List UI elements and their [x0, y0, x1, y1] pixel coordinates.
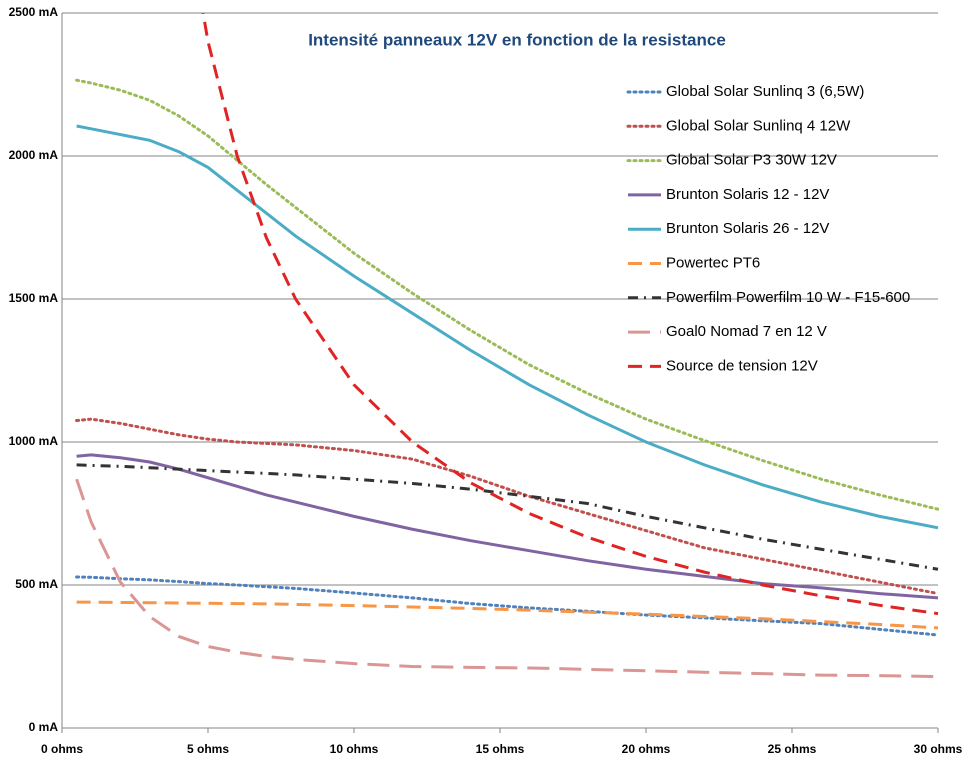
x-tick-label: 10 ohms [330, 742, 379, 756]
legend-label: Brunton Solaris 26 - 12V [666, 220, 829, 237]
y-tick-label: 1000 mA [9, 434, 59, 448]
y-tick-label: 500 mA [15, 577, 58, 591]
legend-label: Goal0 Nomad 7 en 12 V [666, 323, 827, 340]
series-line [76, 453, 939, 600]
legend-label: Global Solar Sunlinq 4 12W [666, 117, 851, 134]
x-tick-label: 25 ohms [768, 742, 817, 756]
legend-label: Source de tension 12V [666, 357, 818, 374]
series-line [76, 463, 939, 571]
x-tick-label: 5 ohms [187, 742, 229, 756]
x-tick-label: 0 ohms [41, 742, 83, 756]
legend-label: Global Solar Sunlinq 3 (6,5W) [666, 83, 864, 100]
x-tick-label: 15 ohms [476, 742, 525, 756]
x-tick-label: 20 ohms [622, 742, 671, 756]
y-tick-label: 0 mA [29, 720, 59, 734]
y-tick-label: 1500 mA [9, 291, 59, 305]
legend-label: Brunton Solaris 12 - 12V [666, 186, 829, 203]
legend-label: Powertec PT6 [666, 254, 760, 271]
series-line [75, 478, 939, 679]
series-line [75, 417, 939, 596]
series-line [76, 124, 939, 530]
legend-label: Global Solar P3 30W 12V [666, 152, 837, 169]
y-tick-label: 2500 mA [9, 5, 59, 19]
series-line [75, 575, 939, 637]
chart-title: Intensité panneaux 12V en fonction de la… [308, 30, 726, 49]
legend-label: Powerfilm Powerfilm 10 W - F15-600 [666, 289, 910, 306]
series-line [75, 78, 939, 511]
y-tick-label: 2000 mA [9, 148, 59, 162]
plot-area [75, 13, 939, 679]
series-line [201, 13, 939, 616]
x-tick-label: 30 ohms [914, 742, 963, 756]
series-line [76, 600, 939, 630]
